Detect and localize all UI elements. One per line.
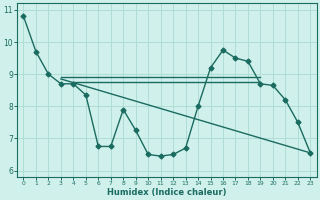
- X-axis label: Humidex (Indice chaleur): Humidex (Indice chaleur): [107, 188, 227, 197]
